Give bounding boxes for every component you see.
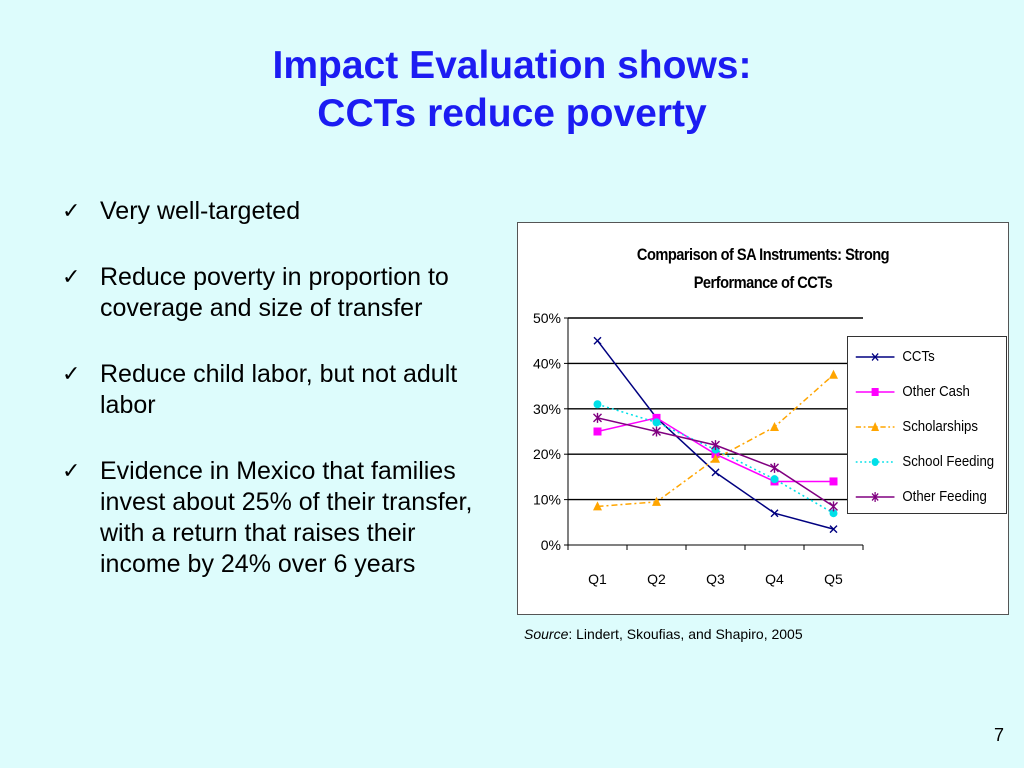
x-tick-label: Q1 xyxy=(588,571,607,587)
legend-marker xyxy=(871,353,879,361)
data-point xyxy=(711,453,720,463)
y-tick-label: 40% xyxy=(533,355,561,371)
source-text: : Lindert, Skoufias, and Shapiro, 2005 xyxy=(568,626,803,642)
legend-item: Scholarships xyxy=(854,417,986,437)
data-point xyxy=(652,426,661,437)
checkmark-icon: ✓ xyxy=(62,459,81,484)
slide-title-line2: CCTs reduce poverty xyxy=(317,92,707,135)
x-tick-label: Q5 xyxy=(824,571,843,587)
data-point xyxy=(593,412,602,423)
data-point xyxy=(770,421,779,431)
slide-title: Impact Evaluation shows: CCTs reduce pov… xyxy=(0,42,1024,138)
data-point xyxy=(829,509,838,518)
x-tick-label: Q2 xyxy=(647,571,666,587)
data-point xyxy=(829,525,838,534)
bullet-item: ✓ Reduce poverty in proportion to coverag… xyxy=(62,262,482,324)
data-point xyxy=(711,440,720,451)
data-point xyxy=(829,501,838,512)
data-point xyxy=(652,413,661,422)
y-tick-label: 30% xyxy=(533,401,561,417)
data-point xyxy=(770,509,779,518)
bullet-text: Reduce child labor, but not adult labor xyxy=(100,360,458,419)
checkmark-icon: ✓ xyxy=(62,265,81,290)
data-point xyxy=(829,477,838,486)
y-tick-label: 0% xyxy=(541,537,561,553)
legend-item: Other Cash xyxy=(854,382,986,402)
chart-title-line1: Comparison of SA Instruments: Strong xyxy=(636,245,890,264)
data-point xyxy=(770,475,779,484)
legend-marker xyxy=(871,458,879,466)
data-point xyxy=(593,427,602,436)
data-point xyxy=(652,496,661,506)
data-point xyxy=(593,400,602,409)
line-chart: 0% 10% 20% 30% 40% 50% Q1 Q2 Q3 Q4 Q5 xyxy=(533,310,864,587)
series-line xyxy=(596,340,834,530)
legend-swatch xyxy=(855,492,895,502)
y-tick-label: 50% xyxy=(533,310,561,326)
bullet-item: ✓ Very well-targeted xyxy=(62,196,482,227)
y-tick-label: 20% xyxy=(533,446,561,462)
legend-item: CCTs xyxy=(854,347,986,367)
data-point xyxy=(770,462,779,473)
legend-item: Other Feeding xyxy=(854,487,987,507)
chart-title: Comparison of SA Instruments: Strong Per… xyxy=(587,241,940,297)
bullet-list: ✓ Very well-targeted ✓ Reduce poverty in p… xyxy=(62,196,482,615)
bullet-text: Very well-targeted xyxy=(100,197,301,225)
legend-swatch xyxy=(855,388,895,396)
bullet-item: ✓ Reduce child labor, but not adult labor xyxy=(62,359,482,421)
data-point xyxy=(711,468,720,477)
x-tick-label: Q3 xyxy=(706,571,725,587)
page-number: 7 xyxy=(993,725,1004,745)
legend-item: School Feeding xyxy=(854,452,994,472)
data-point xyxy=(652,418,661,427)
bullet-item: ✓ Evidence in Mexico that families invest… xyxy=(62,456,482,580)
legend-swatch xyxy=(855,353,895,361)
data-point xyxy=(829,369,838,379)
chart-title-line2: Performance of CCTs xyxy=(693,273,833,292)
legend-swatch xyxy=(855,422,895,431)
chart-container: Comparison of SA Instruments: Strong Per… xyxy=(517,222,1009,615)
y-tick-label: 10% xyxy=(533,492,561,508)
legend-label: School Feeding xyxy=(902,453,995,470)
legend-marker xyxy=(871,422,880,431)
legend-marker xyxy=(871,492,879,502)
legend-label: Other Feeding xyxy=(902,488,987,505)
bullet-text: Reduce poverty in proportion to coverage… xyxy=(100,263,449,322)
checkmark-icon: ✓ xyxy=(62,362,81,387)
checkmark-icon: ✓ xyxy=(62,199,81,224)
data-point xyxy=(593,501,602,511)
source-label: Source xyxy=(524,626,569,642)
legend-label: Scholarships xyxy=(902,418,978,435)
chart-legend: CCTs Other Cash Scholarships School Feeding… xyxy=(847,336,1007,514)
legend-swatch xyxy=(855,458,895,466)
legend-label: Other Cash xyxy=(902,383,970,400)
bullet-text: Evidence in Mexico that families invest … xyxy=(100,457,473,578)
series-line xyxy=(597,374,834,508)
x-tick-label: Q4 xyxy=(765,571,784,587)
legend-marker xyxy=(871,388,879,396)
source-note: Source: Lindert, Skoufias, and Shapiro, … xyxy=(524,626,803,642)
data-point xyxy=(593,336,602,345)
slide-title-line1: Impact Evaluation shows: xyxy=(272,44,752,87)
legend-label: CCTs xyxy=(902,348,935,365)
